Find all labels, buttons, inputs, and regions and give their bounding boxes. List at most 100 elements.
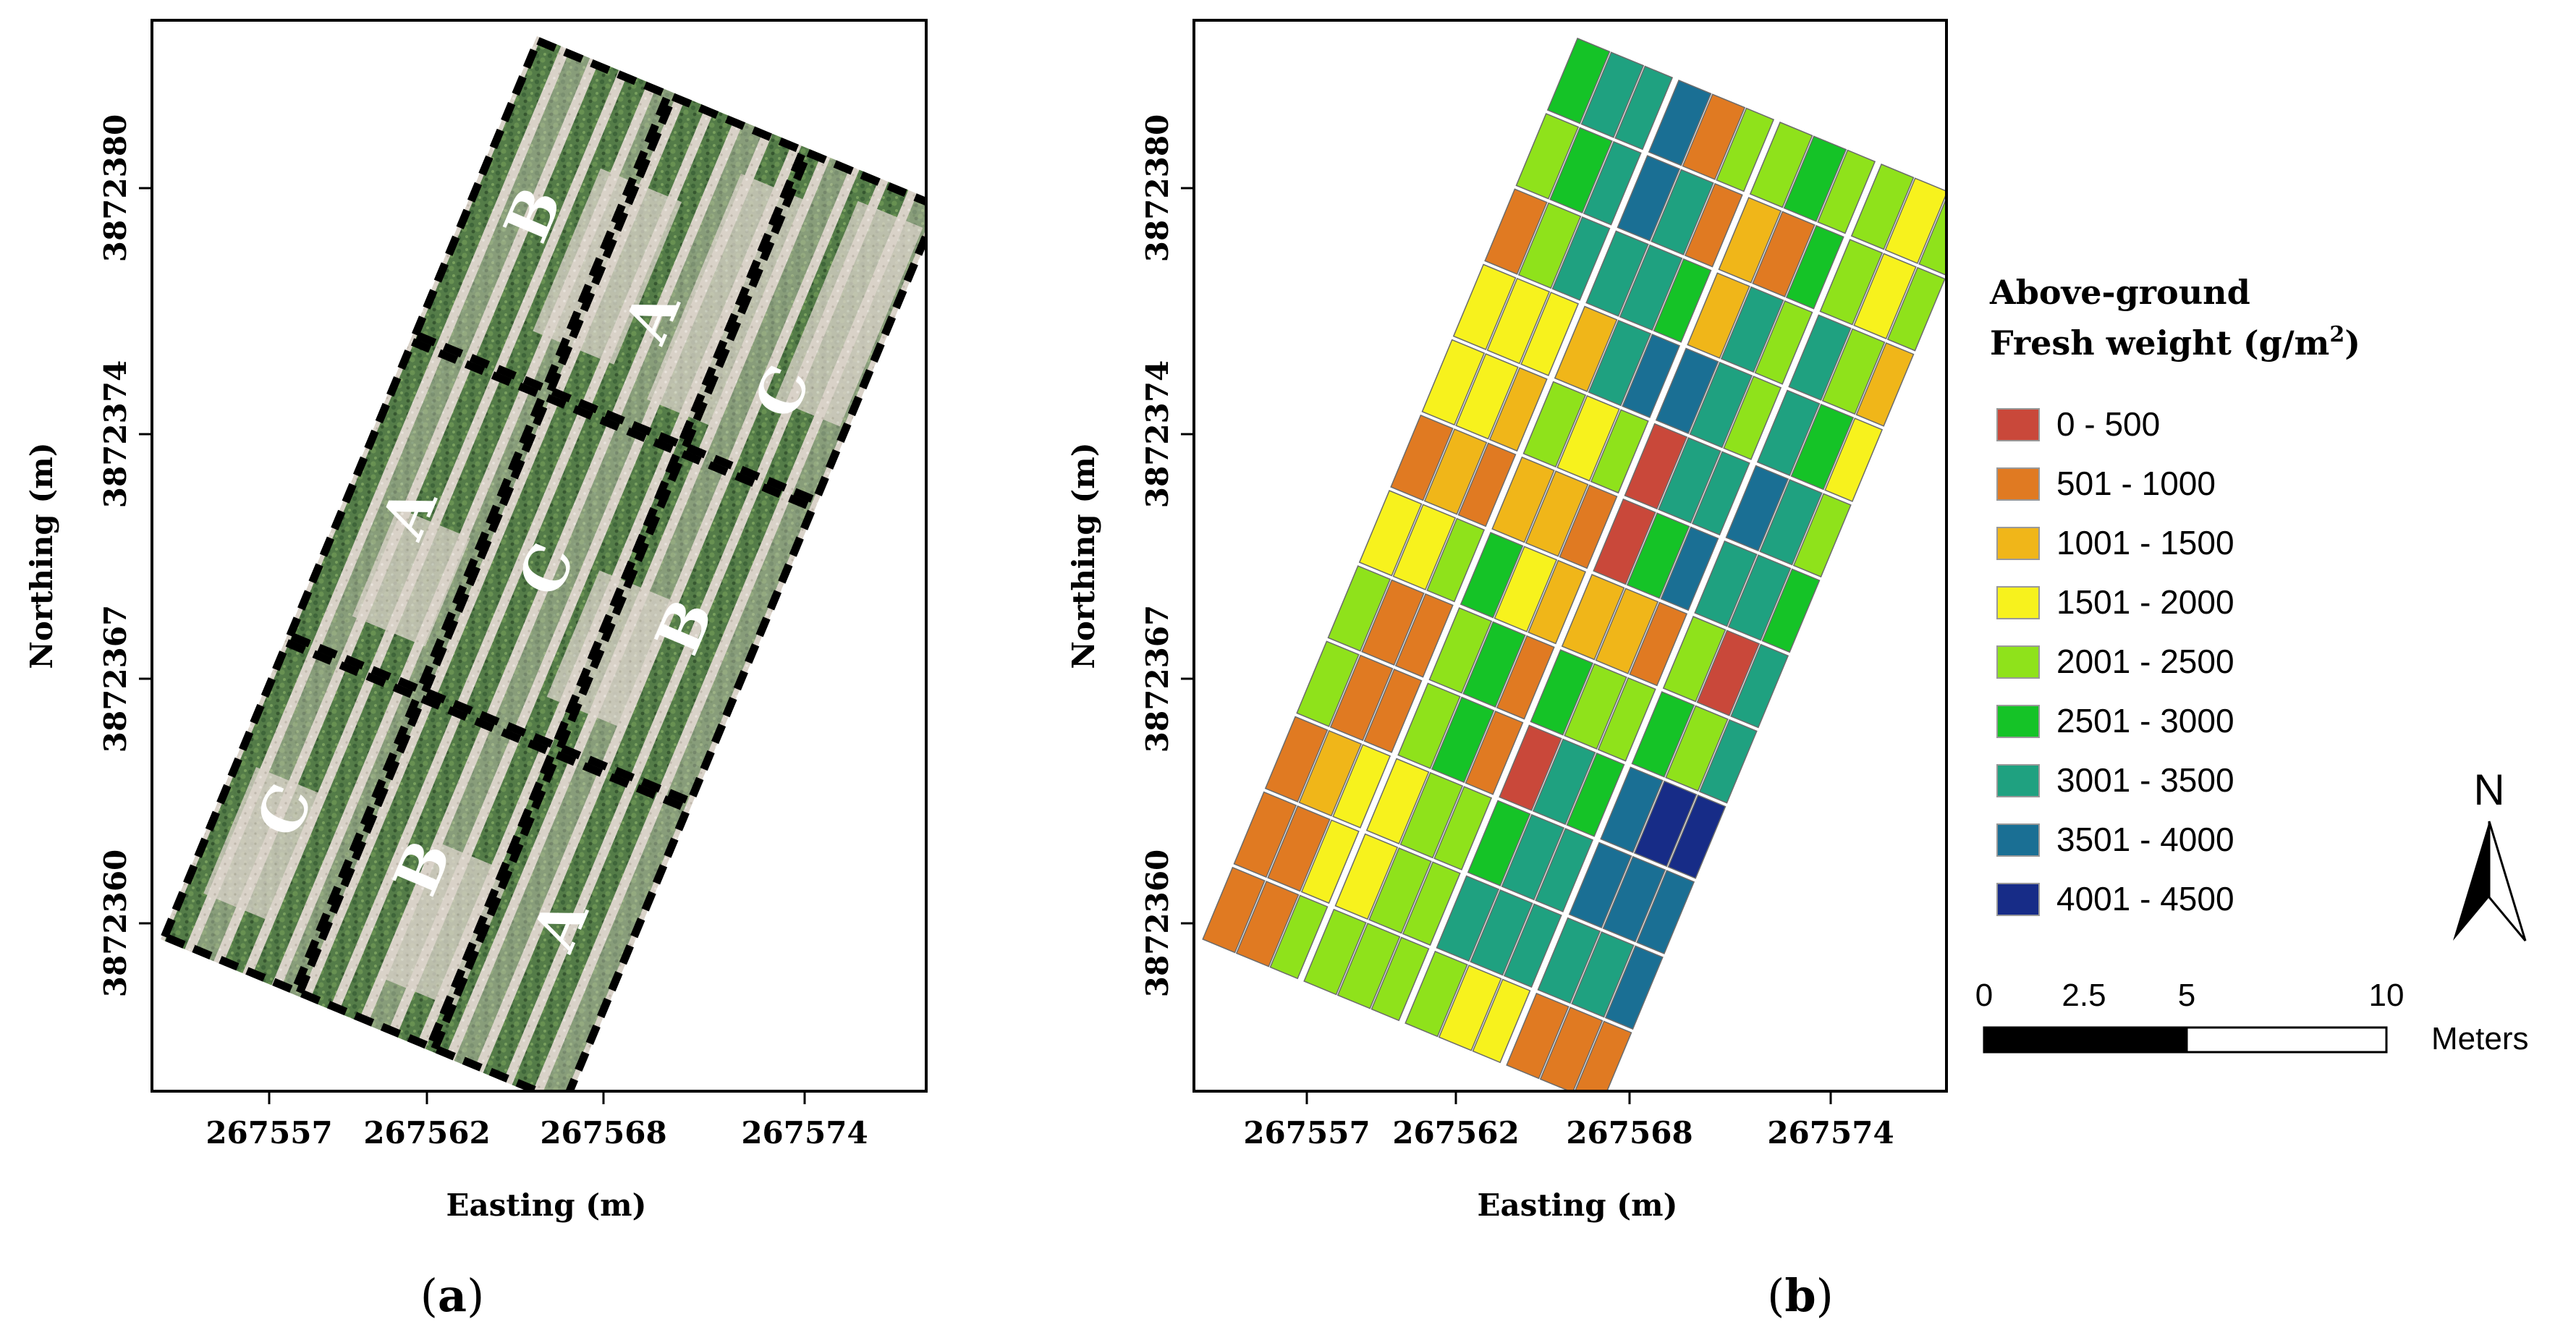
map-cell [1588, 319, 1652, 407]
panel-a-x-tick-label: 267574 [741, 1115, 868, 1151]
map-cell [1730, 643, 1789, 729]
map-cell [1687, 272, 1750, 359]
scale-label-0: 0 [1975, 978, 1993, 1013]
map-cell [1585, 230, 1649, 317]
crop-row [367, 122, 764, 1033]
map-cell [1438, 965, 1502, 1051]
map-cell [1819, 239, 1884, 326]
legend-swatch [1996, 883, 2040, 916]
map-cell [1593, 498, 1656, 585]
map-cell [1790, 403, 1855, 491]
map-cell [1696, 630, 1761, 716]
panel-a-x-tick-label: 267562 [363, 1115, 490, 1151]
map-cell [1267, 805, 1331, 892]
map-cell [1370, 936, 1430, 1022]
map-cell [1824, 418, 1884, 502]
soil-patch [533, 168, 682, 365]
map-cell [1428, 607, 1493, 694]
map-cell [1785, 224, 1844, 310]
map-cell [1402, 861, 1461, 946]
panel-a-y-tick-label: 3872367 [98, 605, 133, 753]
map-cell [1486, 277, 1551, 365]
map-cell [1756, 389, 1821, 476]
map-cell [1264, 716, 1329, 802]
plot-boundary [159, 637, 423, 996]
panel-a-y-label: Northing (m) [24, 442, 59, 669]
legend-label: 4001 - 4500 [2056, 880, 2234, 918]
map-cell [1332, 744, 1391, 829]
map-cell [1568, 842, 1632, 928]
map-cell [1484, 188, 1548, 275]
map-cell [1821, 328, 1886, 415]
map-cell [1918, 196, 1946, 276]
panel-b-x-label: Easting (m) [1478, 1187, 1678, 1223]
map-cell [1488, 367, 1548, 452]
map-cell [1525, 470, 1589, 557]
map-cell [1368, 847, 1432, 934]
map-cell [1494, 546, 1558, 632]
map-cell [1233, 791, 1297, 878]
map-cell [1752, 211, 1816, 297]
panel-b-frame [1192, 19, 1948, 1093]
map-cell [1336, 923, 1401, 1009]
legend-label: 2501 - 3000 [2056, 702, 2234, 740]
map-cell [1496, 635, 1555, 720]
map-cell [1269, 894, 1329, 980]
map-cell [1392, 504, 1457, 590]
map-cell [1459, 532, 1524, 619]
scale-segment-black [1983, 1026, 2188, 1054]
map-cell [1358, 490, 1423, 577]
map-cell [1556, 395, 1620, 482]
map-cell [1667, 795, 1726, 879]
map-cell [1886, 266, 1946, 352]
map-cell [1327, 565, 1391, 652]
plot-boundary [545, 91, 809, 450]
map-cell [1535, 828, 1594, 912]
map-cell [1817, 149, 1876, 234]
map-cell [1853, 253, 1917, 339]
map-cell [1662, 616, 1726, 703]
map-cell [1727, 554, 1792, 641]
map-cell [1655, 347, 1719, 434]
panel-a-y-tick-label: 3872374 [98, 360, 133, 509]
map-cell [1530, 649, 1594, 736]
map-cell [1472, 978, 1531, 1064]
legend-swatch [1996, 527, 2040, 560]
plot-boundary [554, 448, 818, 807]
map-cell [1622, 334, 1681, 418]
map-cell [1754, 300, 1813, 385]
map-cell [1759, 479, 1823, 566]
map-cell [1522, 381, 1587, 468]
map-cell [1539, 1007, 1603, 1091]
map-cell [1394, 593, 1454, 678]
map-cell [1298, 729, 1363, 817]
fresh-weight-map [1202, 38, 1946, 1091]
map-cell [1399, 771, 1464, 859]
map-cell [1624, 423, 1688, 510]
map-cell [1506, 992, 1569, 1080]
panel-a-y-tick-label: 3872380 [98, 114, 133, 263]
panel-a-x-tick-label: 267557 [206, 1115, 332, 1151]
legend-label: 501 - 1000 [2056, 465, 2216, 502]
map-cell [1788, 314, 1852, 401]
crop-row [338, 109, 735, 1022]
panel-b-x-tick-label: 267557 [1243, 1115, 1370, 1151]
map-cell [1619, 244, 1683, 331]
legend-swatch [1996, 705, 2040, 738]
map-cell [1559, 484, 1618, 569]
panel-a-caption: (a) [420, 1269, 485, 1322]
panel-b-x-tick-label: 267562 [1392, 1115, 1519, 1151]
map-cell [1300, 819, 1360, 904]
legend-label: 1001 - 1500 [2056, 524, 2234, 562]
map-cell [1571, 931, 1635, 1018]
map-cell [1462, 621, 1526, 708]
map-cell [1499, 724, 1562, 811]
map-cell [1303, 908, 1367, 996]
plot-boundary [429, 749, 693, 1091]
legend-swatch [1996, 764, 2040, 797]
map-cell [1855, 342, 1915, 427]
soil-patch [352, 507, 470, 647]
map-cell [1433, 786, 1493, 870]
